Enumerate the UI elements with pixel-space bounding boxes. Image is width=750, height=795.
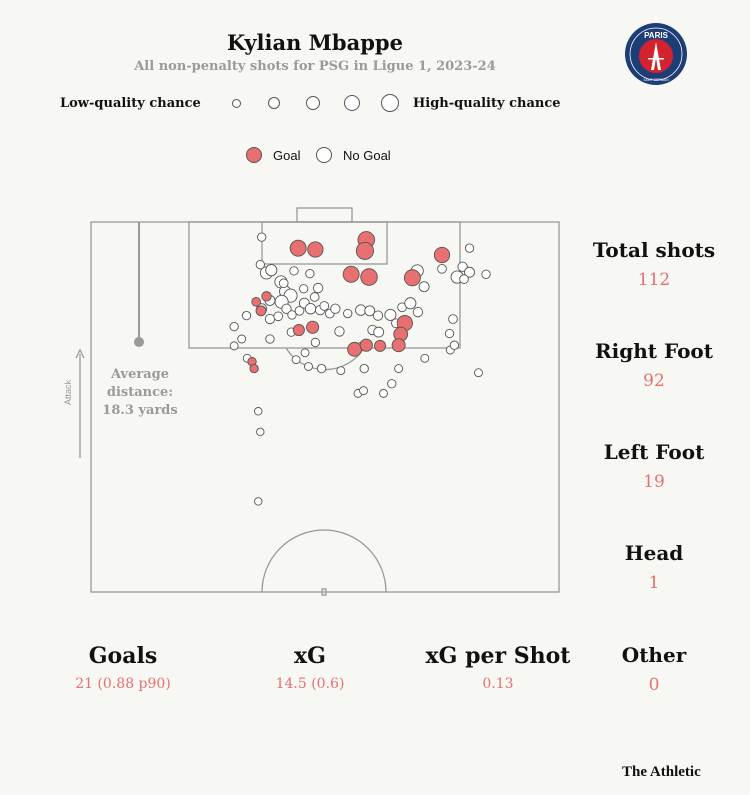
avg-distance-line3: 18.3 yards <box>92 402 188 420</box>
shot-no-goal-31 <box>230 342 238 350</box>
shot-no-goal-56 <box>438 264 447 273</box>
total-shots-value: 112 <box>579 270 729 290</box>
shot-no-goal-42 <box>421 354 429 362</box>
shot-goal-10 <box>392 339 405 352</box>
shot-no-goal-34 <box>311 338 319 346</box>
xg-per-shot-value: 0.13 <box>418 676 578 692</box>
shot-no-goal-24 <box>279 279 288 288</box>
shot-no-goal-32 <box>266 335 274 343</box>
shot-no-goal-27 <box>230 322 238 330</box>
shot-no-goal-41 <box>395 365 403 373</box>
shot-no-goal-72 <box>380 389 388 397</box>
shot-no-goal-74 <box>254 407 262 415</box>
shot-goal-3 <box>356 242 373 259</box>
shot-no-goal-25 <box>290 267 298 275</box>
shot-no-goal-18 <box>320 302 329 311</box>
avg-distance-line1: Average <box>92 366 188 384</box>
right-foot-value: 92 <box>579 371 729 391</box>
shot-goal-17 <box>262 292 271 301</box>
shot-goal-20 <box>250 364 258 372</box>
avg-distance-label: Average distance: 18.3 yards <box>92 366 188 420</box>
other-label: Other <box>579 643 729 667</box>
shot-no-goal-49 <box>373 311 382 320</box>
shot-no-goal-46 <box>344 309 352 317</box>
shot-no-goal-40 <box>360 364 368 372</box>
shot-no-goal-0 <box>257 233 265 241</box>
shot-no-goal-23 <box>299 285 307 293</box>
shot-no-goal-52 <box>405 298 416 309</box>
shot-no-goal-21 <box>313 283 322 292</box>
shot-no-goal-26 <box>306 269 314 277</box>
shot-no-goal-67 <box>445 329 453 337</box>
avg-distance-dot <box>134 337 144 347</box>
shot-goal-0 <box>290 240 306 256</box>
shot-no-goal-11 <box>274 312 283 321</box>
shot-no-goal-29 <box>238 335 246 343</box>
shot-no-goal-20 <box>331 304 340 313</box>
shots-layer <box>230 232 490 506</box>
total-shots-label: Total shots <box>579 238 729 262</box>
shot-no-goal-61 <box>482 270 490 278</box>
xg-per-shot-label: xG per Shot <box>418 643 578 669</box>
shot-no-goal-16 <box>305 303 315 313</box>
shot-no-goal-76 <box>254 498 262 506</box>
right-foot-label: Right Foot <box>579 339 729 363</box>
shot-no-goal-39 <box>337 367 345 375</box>
shot-no-goal-35 <box>301 349 309 357</box>
shot-goal-14 <box>307 321 319 333</box>
center-circle <box>262 530 386 592</box>
shot-goal-5 <box>343 266 359 282</box>
goals-label: Goals <box>43 643 203 669</box>
shot-no-goal-22 <box>310 293 319 302</box>
shot-no-goal-68 <box>450 341 458 349</box>
shot-goal-7 <box>404 270 420 286</box>
shot-no-goal-60 <box>460 275 469 284</box>
shot-no-goal-3 <box>266 265 277 276</box>
shot-no-goal-28 <box>242 311 250 319</box>
shot-goal-18 <box>252 297 261 306</box>
shot-goal-4 <box>434 247 449 262</box>
shot-no-goal-64 <box>374 327 384 337</box>
goal <box>297 208 352 222</box>
shot-goal-6 <box>361 269 378 286</box>
shot-goal-16 <box>256 306 266 316</box>
shot-goal-13 <box>374 340 385 351</box>
shot-no-goal-75 <box>257 428 265 436</box>
shot-no-goal-62 <box>465 244 473 252</box>
shot-goal-11 <box>348 342 362 356</box>
shot-no-goal-10 <box>265 314 274 323</box>
shot-no-goal-53 <box>413 307 422 316</box>
attack-label: Attack <box>63 380 73 405</box>
shot-goal-12 <box>360 339 372 351</box>
shot-no-goal-38 <box>317 364 325 372</box>
shot-no-goal-44 <box>474 369 482 377</box>
head-label: Head <box>579 541 729 565</box>
left-foot-label: Left Foot <box>579 440 729 464</box>
shot-goal-15 <box>293 324 304 335</box>
shot-no-goal-45 <box>335 327 344 336</box>
brand-logo: The Athletic <box>622 764 701 781</box>
shot-no-goal-37 <box>304 363 312 371</box>
other-value: 0 <box>579 675 729 695</box>
shot-no-goal-54 <box>419 282 429 292</box>
avg-distance-line2: distance: <box>92 384 188 402</box>
shot-no-goal-71 <box>360 387 368 395</box>
left-foot-value: 19 <box>579 472 729 492</box>
shot-no-goal-66 <box>449 315 458 324</box>
goals-value: 21 (0.88 p90) <box>43 676 203 692</box>
xg-value: 14.5 (0.6) <box>230 676 390 692</box>
shot-no-goal-36 <box>292 356 300 364</box>
xg-label: xG <box>230 643 390 669</box>
shot-goal-1 <box>308 242 323 257</box>
head-value: 1 <box>579 573 729 593</box>
shot-no-goal-73 <box>388 380 396 388</box>
